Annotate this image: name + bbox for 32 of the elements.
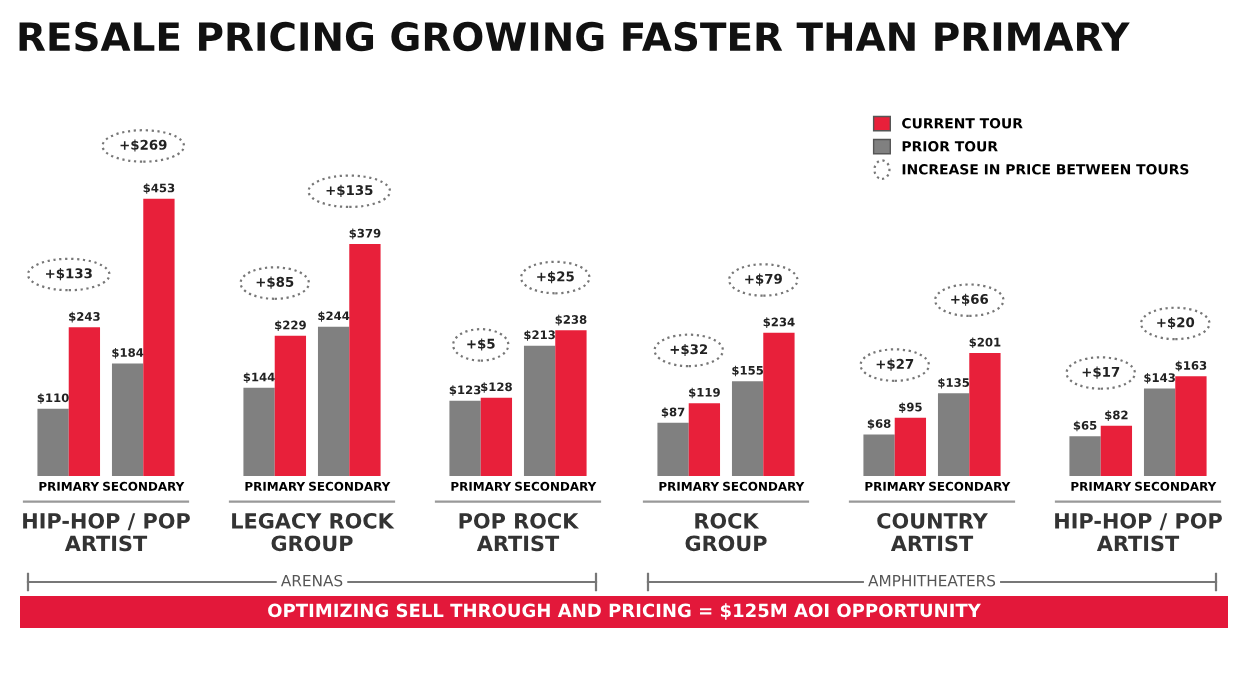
x-axis-title: HIP-HOP / POP ARTIST xyxy=(1055,512,1222,552)
bar xyxy=(449,400,481,476)
bar xyxy=(1100,425,1133,476)
bar xyxy=(937,393,970,476)
bar xyxy=(480,397,513,476)
bar xyxy=(523,345,556,476)
bar xyxy=(688,403,721,476)
bar xyxy=(657,422,689,476)
text: RESALE PRICING GROWING FASTER THAN PRIMARY xyxy=(19,21,1130,52)
bar xyxy=(763,332,795,476)
bar xyxy=(894,417,927,476)
text: OPTIMIZING SELL THROUGH AND PRICING = $125M AOI OPPORTUNITY xyxy=(268,603,981,620)
bar xyxy=(555,330,587,476)
bar xyxy=(969,352,1001,476)
bar xyxy=(1143,388,1176,476)
bar xyxy=(317,326,350,476)
bar xyxy=(68,327,101,476)
bar xyxy=(731,381,764,476)
bar xyxy=(1175,376,1207,476)
x-axis-title: ROCK GROUP xyxy=(685,512,767,552)
bar xyxy=(863,434,895,476)
bar xyxy=(1069,436,1101,476)
bar xyxy=(349,244,381,476)
bar xyxy=(37,408,69,476)
bar xyxy=(243,387,275,476)
bar xyxy=(274,335,307,476)
x-axis-title: POP ROCK ARTIST xyxy=(459,512,579,552)
bar xyxy=(143,198,175,476)
bar xyxy=(111,363,144,476)
x-axis-title: LEGACY ROCK GROUP xyxy=(232,512,395,552)
x-axis-title: COUNTRY ARTIST xyxy=(877,512,988,552)
x-axis-title: HIP-HOP / POP ARTIST xyxy=(23,512,190,552)
